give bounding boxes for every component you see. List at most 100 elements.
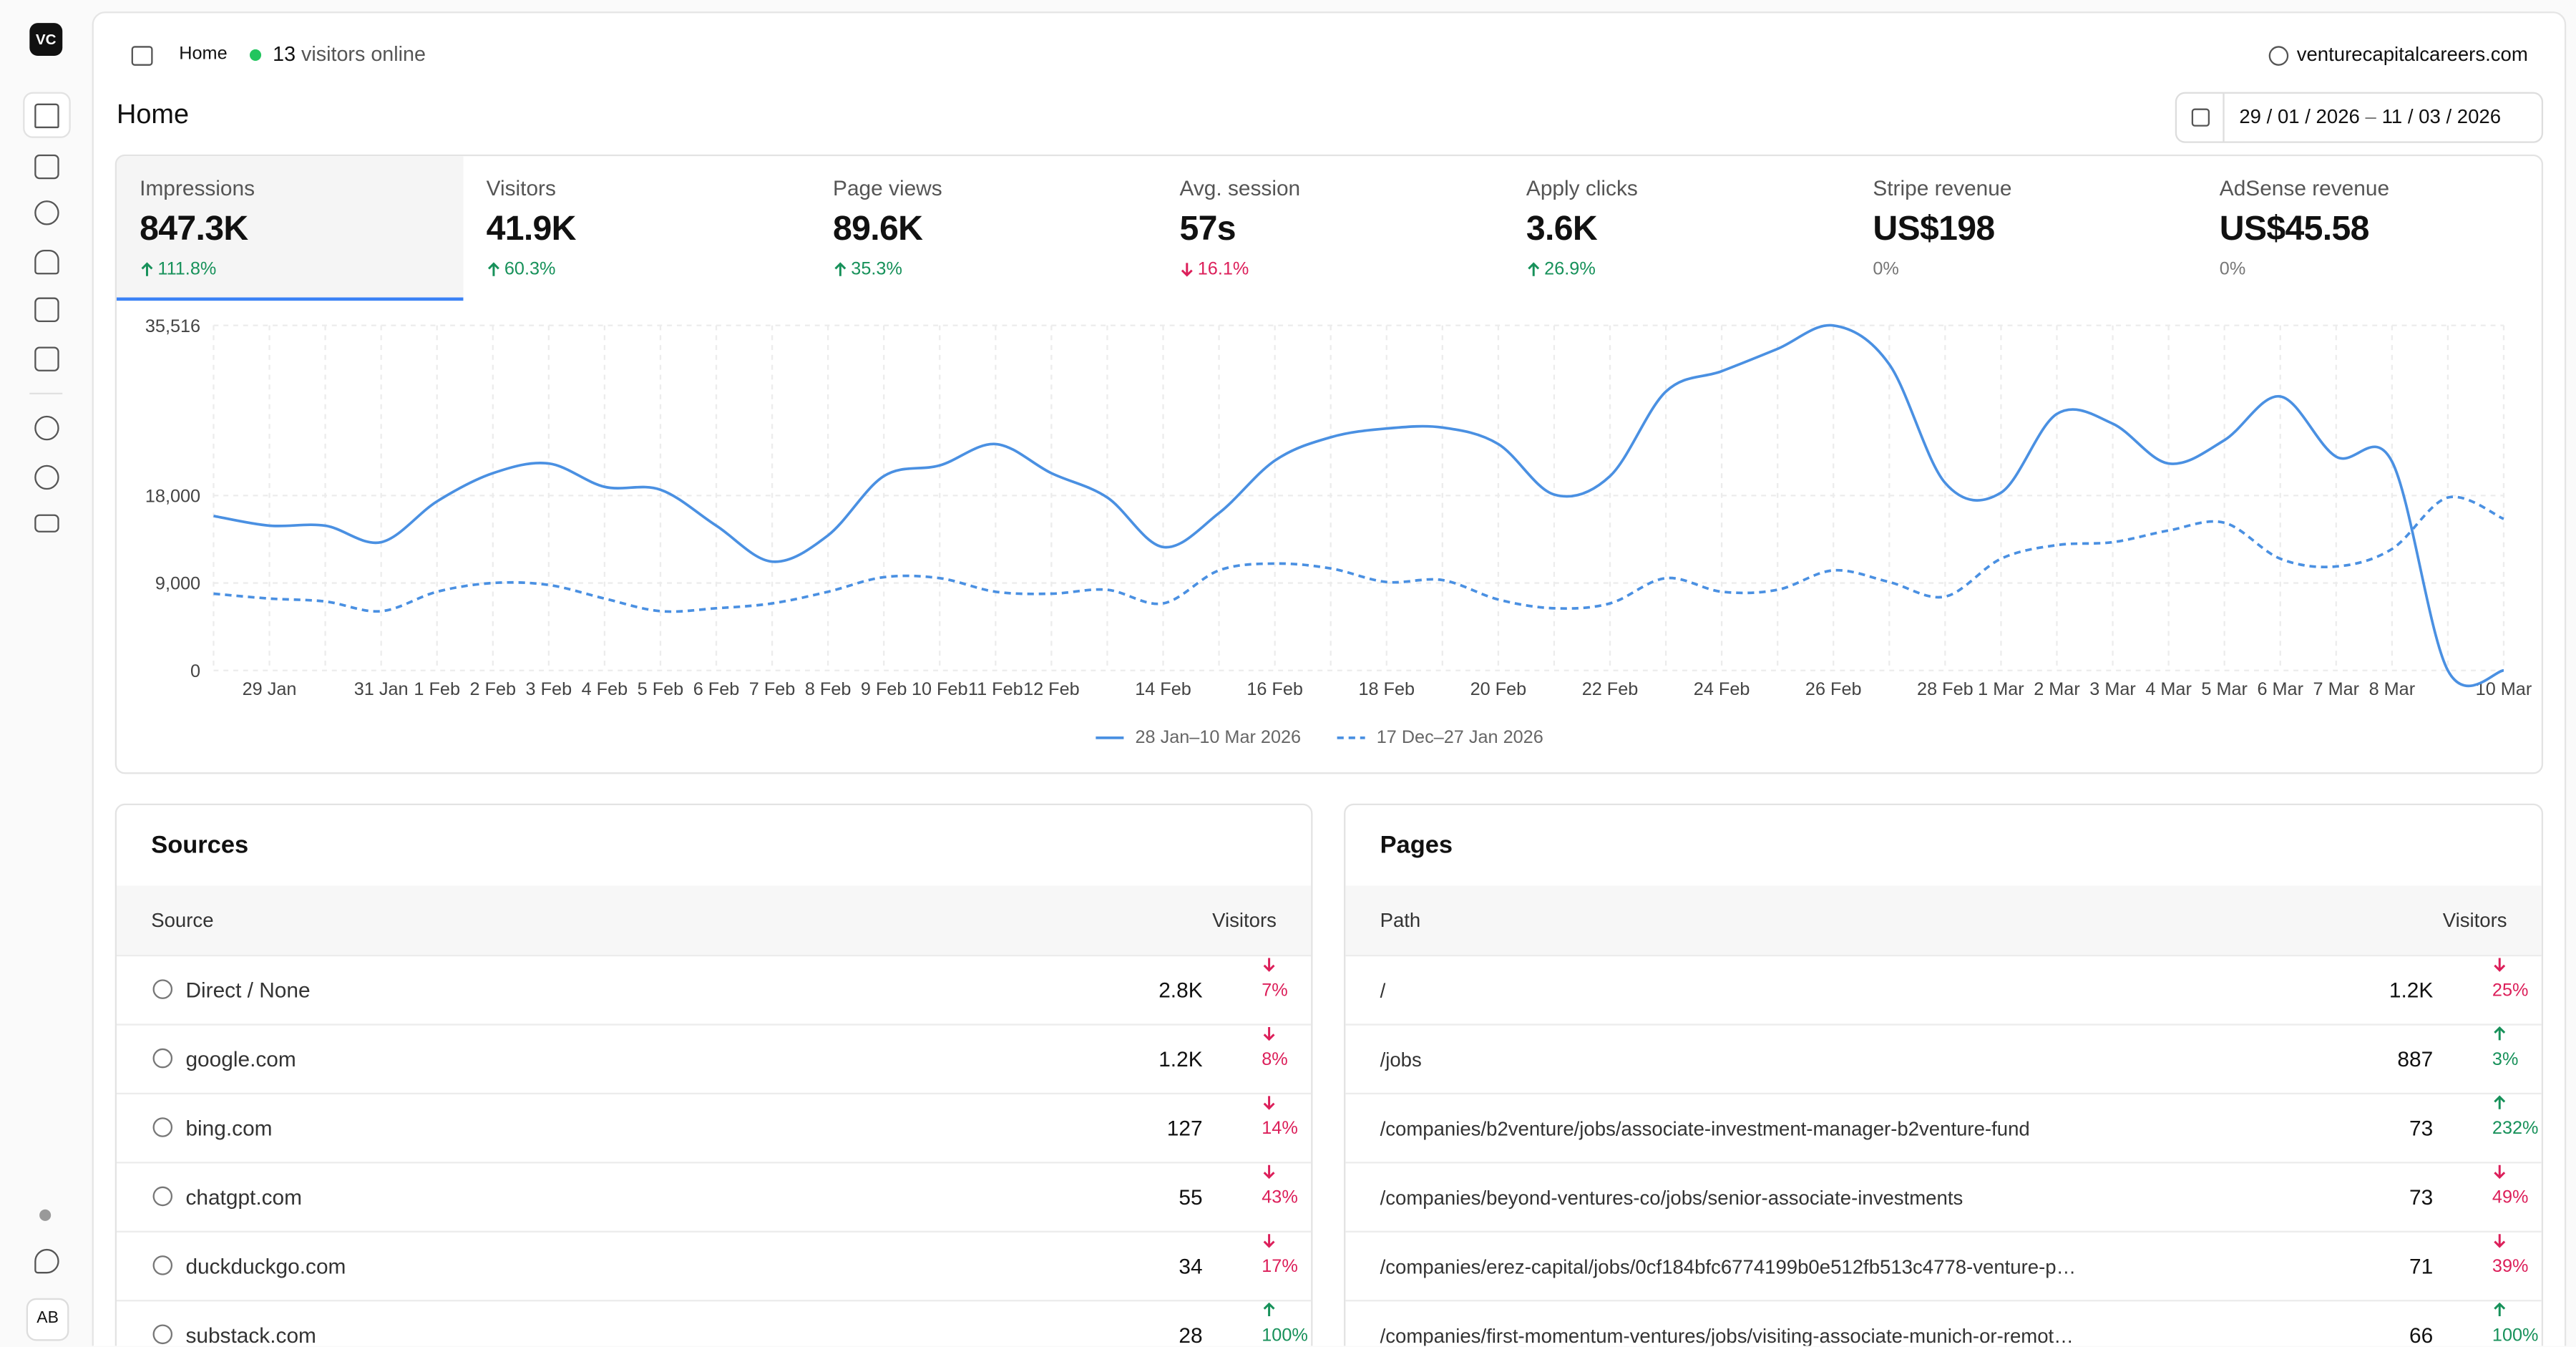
trend-arrow <box>1263 958 1275 972</box>
table-row[interactable]: chatgpt.com 55 43% <box>117 1162 1312 1232</box>
x-tick-label: 10 Feb <box>912 679 968 699</box>
online-count: 13 <box>273 42 296 66</box>
table-header: Source Visitors <box>117 885 1312 955</box>
x-tick-label: 11 Feb <box>968 679 1023 699</box>
kpi-tab[interactable]: Apply clicks 3.6K 26.9% <box>1503 156 1850 301</box>
avatar[interactable]: AB <box>26 1298 69 1341</box>
trend-arrow <box>2494 1095 2506 1109</box>
row-visitors: 1.2K <box>1158 1046 1203 1071</box>
y-tick-label: 18,000 <box>145 487 200 507</box>
kpi-label: Visitors <box>486 175 556 201</box>
table-row[interactable]: / 1.2K 25% <box>1345 954 2542 1026</box>
x-tick-label: 1 Feb <box>414 679 460 699</box>
x-tick-label: 3 Mar <box>2089 679 2136 699</box>
y-tick-label: 9,000 <box>155 574 200 594</box>
sidebar-toggle[interactable] <box>131 46 153 66</box>
x-tick-label: 22 Feb <box>1582 679 1639 699</box>
row-change-text: 8% <box>1262 1050 1288 1070</box>
row-name: /companies/erez-capital/jobs/0cf184bfc67… <box>1380 1255 2077 1279</box>
row-change: 49% <box>2492 1164 2528 1208</box>
table-row[interactable]: substack.com 28 100% <box>117 1300 1312 1346</box>
visitors-online: 13 visitors online <box>273 43 426 66</box>
row-change: 3% <box>2492 1026 2518 1070</box>
table-row[interactable]: duckduckgo.com 34 17% <box>117 1230 1312 1302</box>
trend-arrow <box>1181 263 1193 277</box>
x-tick-label: 9 Feb <box>861 679 907 699</box>
nav-docs[interactable] <box>34 346 59 371</box>
kpi-tab[interactable]: Stripe revenue US$198 0% <box>1850 156 2196 301</box>
row-change-text: 100% <box>1262 1326 1308 1346</box>
y-tick-label: 0 <box>190 661 200 681</box>
kpi-value: 41.9K <box>486 210 577 248</box>
x-tick-label: 29 Jan <box>243 679 297 699</box>
row-change-text: 39% <box>2492 1257 2529 1277</box>
row-visitors: 887 <box>2397 1046 2434 1071</box>
table-row[interactable]: /companies/beyond-ventures-co/jobs/senio… <box>1345 1162 2542 1232</box>
card-title: Pages <box>1380 831 1453 860</box>
nav-jobs[interactable] <box>34 154 59 180</box>
kpi-label: Stripe revenue <box>1873 175 2012 201</box>
nav-settings[interactable] <box>34 415 59 441</box>
column-header: Visitors <box>1212 908 1277 932</box>
trend-arrow <box>1263 1302 1275 1317</box>
nav-home[interactable] <box>23 92 71 138</box>
column-header: Path <box>1380 908 1421 932</box>
kpi-tab[interactable]: Avg. session 57s 16.1% <box>1156 156 1503 301</box>
source-icon <box>152 1117 173 1137</box>
row-change: 100% <box>2492 1301 2539 1346</box>
nav-companies[interactable] <box>34 297 59 323</box>
kpi-change-text: 111.8% <box>157 259 217 280</box>
row-name: Direct / None <box>185 978 311 1003</box>
x-tick-label: 8 Mar <box>2369 679 2416 699</box>
date-range: 29 / 01 / 2026 – 11 / 03 / 2026 <box>2239 105 2501 128</box>
source-icon <box>152 1186 173 1207</box>
trend-arrow <box>2494 1026 2506 1041</box>
nav-users[interactable] <box>34 200 59 225</box>
arrow-path <box>2494 1095 2506 1109</box>
row-name: /jobs <box>1380 1048 1422 1071</box>
series-line <box>213 324 2504 688</box>
table-row[interactable]: Direct / None 2.8K 7% <box>117 954 1312 1026</box>
kpi-tab[interactable]: Page views 89.6K 35.3% <box>810 156 1156 301</box>
arrow-path <box>1528 262 1540 276</box>
row-visitors: 73 <box>2409 1185 2434 1210</box>
trend-arrow <box>1263 1234 1275 1248</box>
date-start: 29 / 01 / 2026 <box>2239 104 2360 129</box>
kpi-tab[interactable]: Visitors 41.9K 60.3% <box>463 156 809 301</box>
row-change: 14% <box>1262 1094 1298 1139</box>
table-row[interactable]: google.com 1.2K 8% <box>117 1023 1312 1094</box>
calendar-button[interactable] <box>2177 93 2225 142</box>
kpi-value: 847.3K <box>140 210 248 248</box>
x-tick-label: 20 Feb <box>1470 679 1527 699</box>
kpi-change: 16.1% <box>1179 260 1480 279</box>
x-tick-label: 14 Feb <box>1135 679 1191 699</box>
nav-feedback[interactable] <box>34 1248 59 1274</box>
kpi-change-text: 60.3% <box>504 259 556 280</box>
kpi-tab[interactable]: AdSense revenue US$45.58 0% <box>2197 156 2542 301</box>
arrow-path <box>1263 958 1275 972</box>
kpi-tab[interactable]: Impressions 847.3K 111.8% <box>117 156 464 301</box>
table-row[interactable]: /companies/erez-capital/jobs/0cf184bfc67… <box>1345 1230 2542 1302</box>
date-picker[interactable]: 29 / 01 / 2026 – 11 / 03 / 2026 <box>2175 92 2544 143</box>
site-link[interactable]: venturecapitalcareers.com <box>2296 42 2528 66</box>
kpi-label: Avg. session <box>1179 175 1301 201</box>
table-row[interactable]: /companies/b2venture/jobs/associate-inve… <box>1345 1092 2542 1164</box>
breadcrumb[interactable]: Home <box>179 44 228 64</box>
table-row[interactable]: bing.com 127 14% <box>117 1092 1312 1164</box>
x-tick-label: 6 Feb <box>693 679 740 699</box>
nav-team[interactable] <box>34 465 59 490</box>
row-visitors: 127 <box>1166 1115 1203 1141</box>
row-change: 39% <box>2492 1232 2528 1277</box>
table-row[interactable]: /jobs 887 3% <box>1345 1023 2542 1094</box>
row-change-text: 3% <box>2492 1050 2519 1070</box>
x-tick-label: 18 Feb <box>1358 679 1415 699</box>
table-row[interactable]: /companies/first-momentum-ventures/jobs/… <box>1345 1300 2542 1346</box>
trend-arrow <box>2494 1164 2506 1180</box>
nav-alerts[interactable] <box>34 249 59 275</box>
page-title: Home <box>117 100 190 130</box>
arrow-path <box>1263 1026 1275 1041</box>
kpi-value: US$198 <box>1873 210 1995 248</box>
x-tick-label: 2 Feb <box>469 679 516 699</box>
nav-billing[interactable] <box>34 514 59 533</box>
logo[interactable]: VC <box>29 23 63 57</box>
